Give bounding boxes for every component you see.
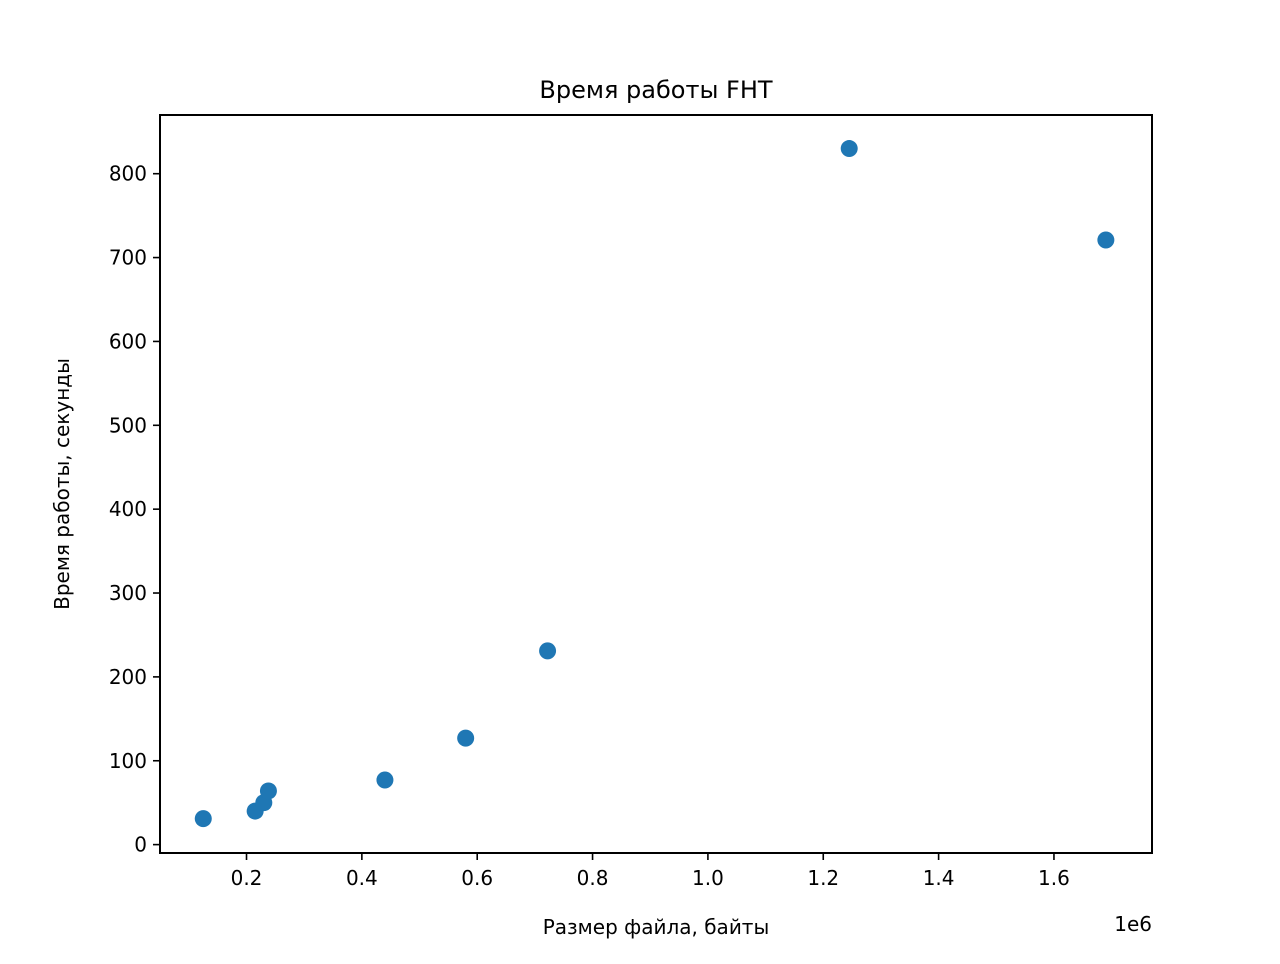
y-tick-label: 0 — [134, 833, 147, 857]
x-tick-label: 0.2 — [231, 866, 263, 890]
y-tick-label: 700 — [109, 246, 147, 270]
x-tick-label: 0.8 — [577, 866, 609, 890]
data-point — [376, 771, 394, 789]
x-tick-label: 1.2 — [807, 866, 839, 890]
y-tick-label: 400 — [109, 497, 147, 521]
y-tick-label: 100 — [109, 749, 147, 773]
y-tick-label: 200 — [109, 665, 147, 689]
x-tick-label: 1.0 — [692, 866, 724, 890]
x-tick-label: 1.4 — [923, 866, 955, 890]
plot-area-frame — [159, 114, 1153, 854]
data-points — [194, 140, 1115, 828]
data-point — [194, 810, 212, 828]
y-axis-label: Время работы, секунды — [50, 358, 74, 610]
data-point — [539, 642, 557, 660]
y-tick-label: 600 — [109, 329, 147, 353]
x-tick-label: 0.4 — [346, 866, 378, 890]
y-tick-label: 800 — [109, 162, 147, 186]
chart-title: Время работы FHT — [539, 76, 772, 104]
data-point — [457, 729, 475, 747]
x-axis-label: Размер файла, байты — [543, 915, 770, 939]
data-point — [840, 140, 858, 158]
x-axis-offset-label: 1e6 — [1114, 912, 1152, 936]
x-tick-label: 1.6 — [1038, 866, 1070, 890]
y-axis-ticks: 0 100 200 300 400 500 600 700 800 — [109, 162, 160, 857]
y-tick-label: 300 — [109, 581, 147, 605]
x-axis-ticks: 0.2 0.4 0.6 0.8 1.0 1.2 1.4 1.6 — [231, 853, 1070, 890]
x-tick-label: 0.6 — [461, 866, 493, 890]
data-point — [1097, 231, 1115, 249]
y-tick-label: 500 — [109, 413, 147, 437]
data-point — [259, 782, 277, 800]
